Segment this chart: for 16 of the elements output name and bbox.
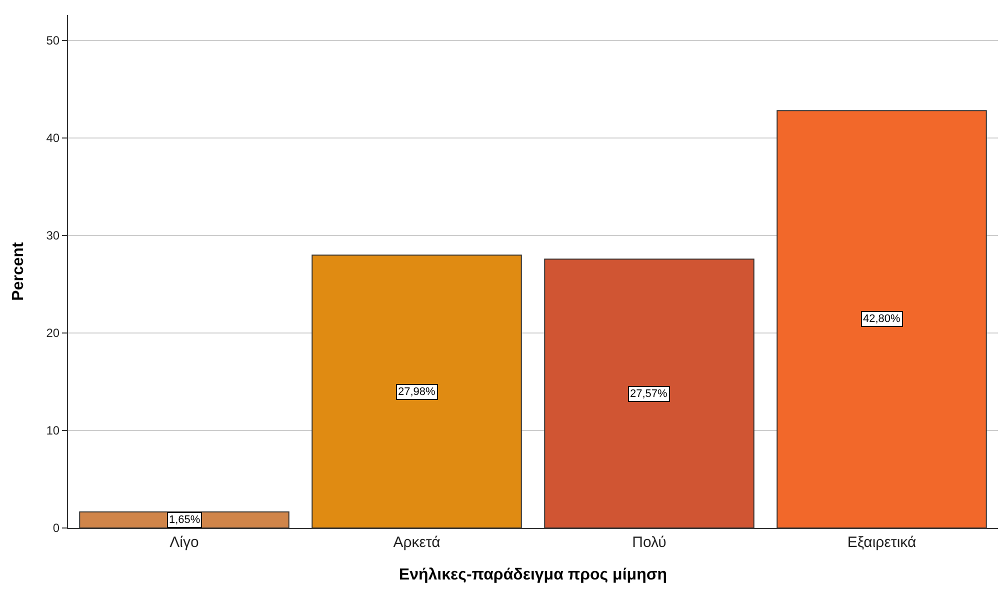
y-axis-title: Percent <box>10 241 28 301</box>
x-tick-label: Εξαιρετικά <box>847 534 916 551</box>
y-tick-label: 40 <box>46 131 60 146</box>
data-label: 27,98% <box>398 386 436 398</box>
x-tick-label: Αρκετά <box>393 534 441 551</box>
y-tick-label: 30 <box>46 228 60 243</box>
x-axis-title: Ενήλικες-παράδειγμα προς μίμηση <box>398 566 668 584</box>
y-tick-label: 20 <box>46 326 60 340</box>
data-label: 42,80% <box>863 313 901 325</box>
x-tick-label: Πολύ <box>632 534 666 551</box>
y-tick-label: 50 <box>46 34 60 48</box>
x-tick-label: Λίγο <box>170 534 199 551</box>
y-tick-label: 10 <box>46 424 60 438</box>
data-label: 1,65% <box>169 514 200 526</box>
data-label: 27,57% <box>630 388 668 400</box>
y-tick-label: 0 <box>52 521 60 536</box>
